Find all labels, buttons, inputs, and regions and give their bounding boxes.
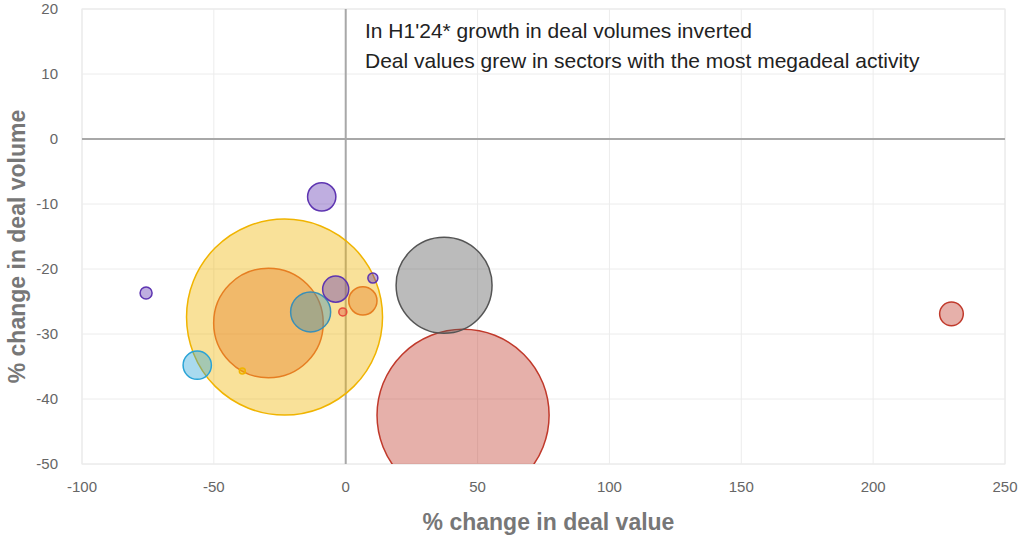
y-axis-label: % change in deal volume	[4, 110, 30, 384]
bubble	[940, 302, 964, 326]
bubble	[396, 237, 492, 333]
x-tick-label: 0	[342, 478, 350, 495]
x-tick-label: -100	[67, 478, 97, 495]
bubble	[368, 273, 378, 283]
subtitle: Deal values grew in sectors with the mos…	[365, 49, 920, 72]
y-grid-line	[82, 139, 1005, 140]
x-grid-line	[741, 9, 742, 464]
title: In H1'24* growth in deal volumes inverte…	[365, 19, 752, 42]
bubbles	[140, 183, 963, 464]
chart-svg: -100-50050100150200250-50-40-30-20-10010…	[0, 0, 1024, 546]
x-tick-label: 150	[729, 478, 754, 495]
x-tick-label: 250	[992, 478, 1017, 495]
bubble	[308, 183, 336, 211]
bubble	[140, 287, 152, 299]
x-grid-line	[1005, 9, 1006, 464]
bubble	[183, 351, 211, 379]
x-grid-line	[82, 9, 83, 464]
y-tick-label: -10	[36, 195, 58, 212]
y-grid-line	[82, 464, 1005, 465]
y-tick-label: -40	[36, 390, 58, 407]
bubble	[239, 368, 245, 374]
y-grid-line	[82, 204, 1005, 205]
chart-container: -100-50050100150200250-50-40-30-20-10010…	[0, 0, 1024, 546]
y-tick-label: 0	[50, 130, 58, 147]
bubble	[291, 292, 331, 332]
bubble	[349, 287, 377, 315]
y-tick-label: 10	[41, 65, 58, 82]
x-tick-label: -50	[203, 478, 225, 495]
x-grid-line	[609, 9, 610, 464]
bubble	[323, 276, 349, 302]
x-grid-line	[345, 9, 346, 464]
x-grid-line	[873, 9, 874, 464]
x-grid-line	[213, 9, 214, 464]
y-grid-line	[82, 9, 1005, 10]
y-tick-label: -30	[36, 325, 58, 342]
bubble	[187, 219, 383, 415]
x-tick-label: 50	[469, 478, 486, 495]
y-tick-label: -50	[36, 455, 58, 472]
bubble	[339, 308, 347, 316]
bubble	[377, 329, 549, 464]
x-zero-line	[345, 9, 347, 464]
y-tick-label: 20	[41, 0, 58, 17]
x-axis-label: % change in deal value	[423, 509, 675, 535]
x-tick-label: 200	[861, 478, 886, 495]
y-grid-line	[82, 74, 1005, 75]
y-zero-line	[82, 138, 1005, 140]
y-tick-label: -20	[36, 260, 58, 277]
x-tick-label: 100	[597, 478, 622, 495]
